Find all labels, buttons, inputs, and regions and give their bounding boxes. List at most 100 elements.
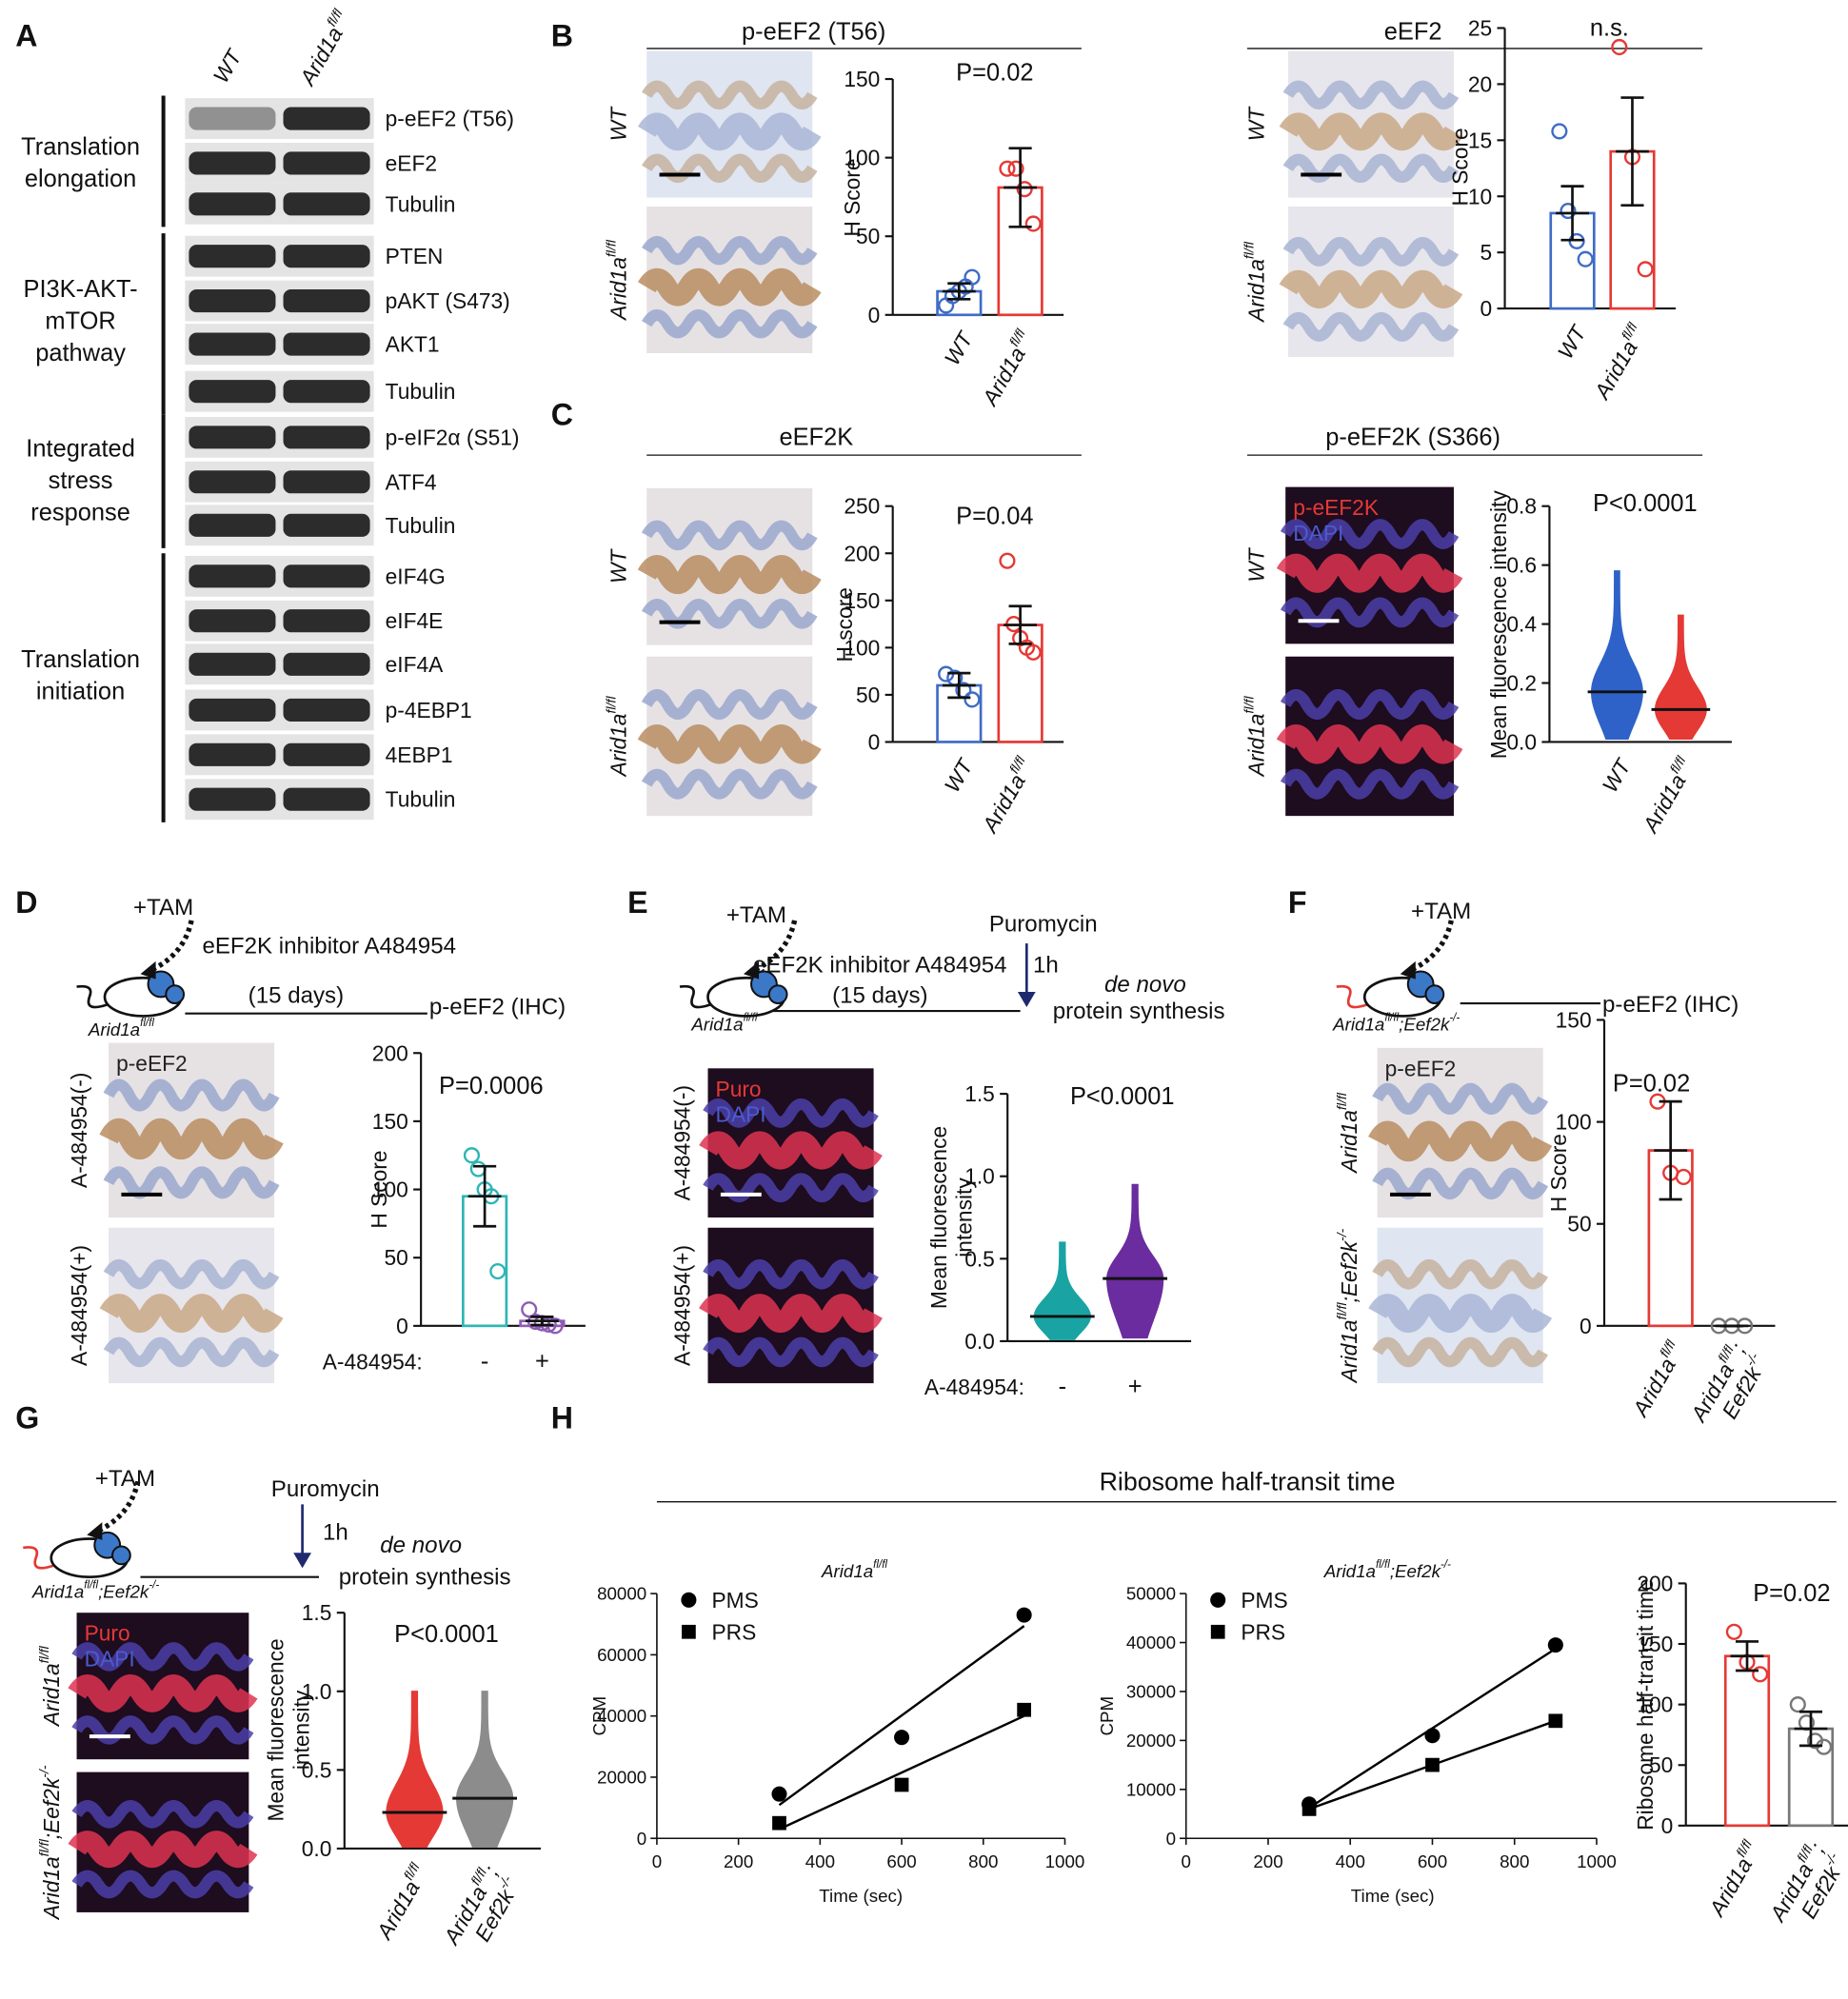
text-line: P=0.02 [1613,1070,1690,1097]
trend-line [778,1625,1025,1807]
blot-band [189,698,276,722]
text-line: p-eIF2α (S51) [386,425,520,449]
text-line: response [30,499,130,525]
text-line: A-484954(-) [67,1073,91,1188]
text-part: Arid1a [39,1663,64,1728]
data-point [964,268,981,286]
text-part: ;Eef2k [1337,1239,1361,1302]
panel-letter: F [1288,885,1307,920]
mouse-tail [23,1546,54,1570]
legend-marker [681,1592,697,1608]
text-line: 0 [652,1851,662,1871]
text-line: 1000 [1577,1851,1617,1871]
y-tick-label: 40000 [597,1706,646,1726]
text-line: PRS [1241,1619,1285,1644]
readout: protein synthesis [339,1564,511,1590]
text-line: 0.0 [302,1836,332,1861]
y-tick-label: 0.0 [964,1329,995,1354]
y-tick-label: 0 [1166,1829,1176,1849]
text-line: 20000 [1126,1731,1176,1751]
text-line: 30000 [1126,1681,1176,1701]
text-line: Arid1afl/fl [1241,241,1268,324]
text-part: pathway [35,340,126,366]
text-line: eEF2 [386,150,437,175]
data-point [999,160,1016,177]
text-line: Arid1afl/fl [1586,319,1651,405]
marker [1017,1702,1031,1717]
tissue [1372,1336,1548,1368]
text-line: Arid1afl/fl [974,326,1039,411]
blot-band [189,107,276,130]
text-line: Puro [85,1621,130,1646]
y-tick-label: 150 [372,1109,408,1134]
tissue [71,1642,254,1672]
y-tick-label: 200 [1637,1571,1673,1595]
text-line: pathway [35,340,126,366]
x-tick-label: 600 [886,1851,916,1871]
text-line: Ribosome half-transit time [1633,1579,1658,1831]
text-line: Tubulin [386,513,456,538]
stain-label: DAPI [1293,521,1343,545]
text-line: + [535,1348,549,1375]
blot-band [283,289,370,313]
y-tick-label: 0 [396,1314,408,1338]
stain-label: Puro [85,1621,130,1646]
image-label: Arid1afl/fl [604,696,631,779]
y-axis-label: CPM [1097,1696,1117,1736]
text-line: H Score [367,1150,391,1228]
y-tick-label: 1.0 [964,1164,995,1189]
trend-line [778,1714,1025,1831]
text-line: DAPI [1293,521,1343,545]
text-part: Arid1a [370,1876,424,1945]
tissue [637,724,822,764]
text-line: 10000 [1126,1779,1176,1799]
blot-band [283,426,370,449]
pulse-time: 1h [1033,952,1059,978]
superscript: fl/fl [36,1645,51,1663]
y-tick-label: 150 [1637,1632,1673,1656]
text-line: A-484954(-) [670,1085,695,1200]
text-line: p-eEF2 [116,1051,188,1076]
y-tick-label: 0 [1580,1314,1592,1338]
arrow-head [293,1553,311,1569]
y-tick-label: 150 [844,67,880,91]
x-tick-label: Arid1afl/fl;Eef2k-/- [438,1862,520,1950]
text-line: 1000 [1045,1851,1085,1871]
text-line: 150 [1637,1632,1673,1656]
tissue [71,1800,254,1829]
image-label: Arid1afl/fl [1241,696,1268,779]
y-tick-label: 10000 [1126,1779,1176,1799]
image-label: A-484954(-) [670,1085,695,1200]
tissue [1280,689,1460,720]
blot-band [283,652,370,676]
text-part: Arid1a [1243,259,1268,324]
text-part: Arid1a [1323,1561,1376,1581]
text-line: 100 [372,1178,408,1202]
text-line: Arid1afl/fl;Eef2k-/- [36,1765,64,1921]
text-line: 100 [1637,1692,1673,1717]
x-tick-label: WT [1553,320,1592,363]
panel-letter: H [551,1400,573,1435]
violin [1033,1241,1091,1340]
data-point [1551,123,1568,140]
text-line: 5 [1480,240,1492,265]
text-line: p-eEF2 [1385,1056,1457,1080]
mouse-ear [1424,984,1445,1005]
text-part: protein synthesis [1053,999,1225,1024]
text-line: P=0.02 [956,59,1033,86]
text-line: Arid1afl/fl [821,1558,887,1581]
text-part: Arid1a [1627,1354,1680,1422]
tissue [1276,724,1463,764]
blot-row-label: eIF4A [386,652,445,677]
y-tick-label: 0.4 [1506,612,1537,637]
text-line: 10 [1468,184,1492,208]
stain-label: p-eEF2 [1385,1056,1457,1080]
tissue [637,112,822,151]
drug: eEF2K inhibitor A484954 [202,933,456,959]
text-part: de novo [380,1533,462,1558]
text-line: Arid1afl/fl;Eef2k-/- [1334,1228,1361,1384]
text-part: Translation [21,134,140,161]
text-line: mTOR [45,308,115,335]
text-line: p-eEF2 (IHC) [429,995,566,1020]
text-line: WT [208,44,247,87]
